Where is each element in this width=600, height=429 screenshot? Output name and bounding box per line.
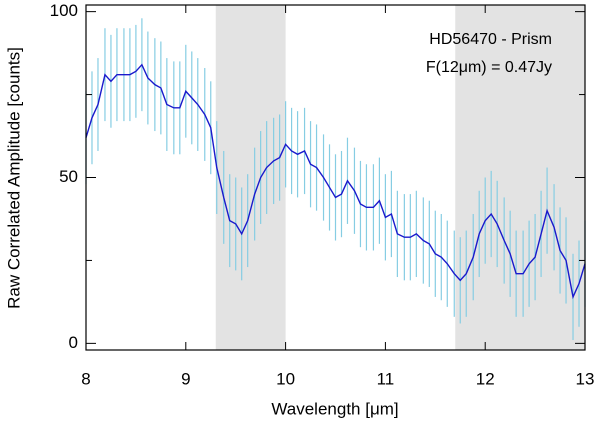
- plot-frame: [85, 4, 586, 351]
- x-tick-label: 11: [377, 369, 395, 388]
- shaded-region: [215, 5, 286, 350]
- x-axis-label: Wavelength [μm]: [271, 399, 398, 418]
- foreground-layer: 8 9 10 11 12 13 0 50 100: [50, 1, 595, 388]
- x-tick-label: 9: [181, 369, 190, 388]
- x-tick-label: 12: [476, 369, 495, 388]
- y-tick-label: 50: [59, 167, 78, 186]
- y-tick-label: 100: [50, 1, 78, 20]
- x-tick-label: 10: [276, 369, 295, 388]
- x-tick-label: 8: [81, 369, 90, 388]
- annotation: HD56470 - Prism: [429, 31, 552, 48]
- data-line: [85, 63, 586, 300]
- annotation: F(12μm) = 0.47Jy: [426, 59, 552, 76]
- shaded-region: [455, 5, 585, 350]
- y-tick-label: 0: [69, 333, 78, 352]
- x-tick-label: 13: [576, 369, 595, 388]
- y-axis-label: Raw Correlated Amplitude [counts]: [4, 47, 23, 309]
